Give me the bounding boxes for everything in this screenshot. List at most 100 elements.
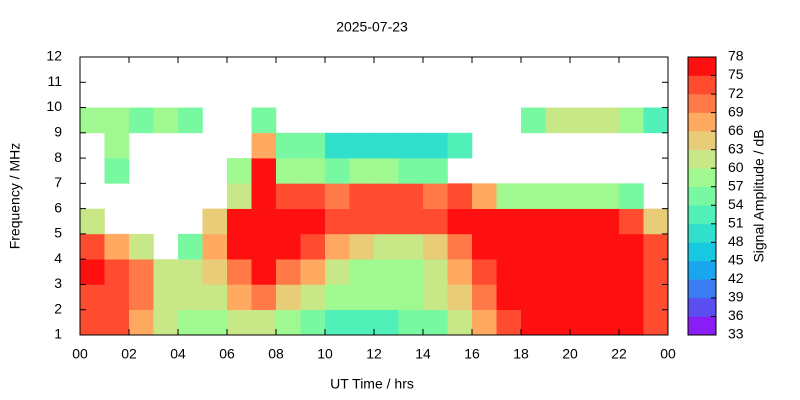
heat-cell: [545, 284, 571, 311]
colorbar-band: [688, 279, 716, 299]
colorbar-band: [688, 205, 716, 225]
y-tick-label: 5: [54, 225, 62, 241]
colorbar-band: [688, 94, 716, 113]
colorbar-tick-label: 60: [728, 159, 744, 175]
colorbar-tick-label: 69: [728, 103, 744, 119]
heat-cell: [325, 233, 350, 260]
colorbar-tick-label: 54: [728, 196, 744, 212]
heat-cell: [570, 183, 595, 209]
heat-cell: [178, 284, 203, 311]
colorbar-band: [688, 112, 716, 132]
heat-cell: [251, 208, 277, 235]
heat-cell: [325, 208, 350, 235]
heat-cell: [594, 259, 620, 285]
heat-cell: [447, 284, 473, 311]
x-tick-label: 08: [268, 346, 284, 362]
heat-cell: [374, 132, 399, 159]
heat-cell: [472, 309, 497, 336]
colorbar-tick-label: 72: [728, 85, 744, 101]
heat-cell: [496, 284, 522, 311]
heat-cell: [472, 183, 497, 209]
heat-cell: [570, 107, 595, 134]
colorbar-tick-label: 45: [728, 252, 744, 268]
heat-cell: [521, 284, 546, 311]
heat-cell: [251, 183, 277, 209]
heat-cell: [447, 132, 473, 159]
y-tick-label: 4: [54, 250, 62, 266]
y-axis-label: Frequency / MHz: [7, 143, 23, 250]
colorbar-tick-label: 57: [728, 177, 744, 193]
heat-cell: [619, 208, 644, 235]
x-tick-label: 22: [611, 346, 627, 362]
heat-cell: [80, 107, 105, 134]
heat-cell: [104, 132, 130, 159]
heat-cell: [374, 233, 399, 260]
heat-cell: [545, 233, 571, 260]
x-tick-label: 16: [464, 346, 480, 362]
colorbar-tick-label: 42: [728, 270, 744, 286]
heat-cell: [202, 259, 228, 285]
heat-cell: [374, 259, 399, 285]
heat-cell: [153, 107, 179, 134]
heat-cell: [227, 208, 252, 235]
heat-cell: [374, 309, 399, 336]
heat-cell: [349, 132, 375, 159]
heat-cell: [300, 309, 326, 336]
heat-cell: [276, 259, 301, 285]
x-axis-label: UT Time / hrs: [330, 376, 414, 392]
heat-cell: [251, 107, 277, 134]
colorbar-band: [688, 297, 716, 317]
x-tick-label: 20: [562, 346, 578, 362]
heat-cell: [349, 284, 375, 311]
heat-cell: [325, 259, 350, 285]
colorbar-band: [688, 260, 716, 280]
heat-cell: [325, 309, 350, 336]
heat-cell: [178, 233, 203, 260]
y-tick-label: 3: [54, 275, 62, 291]
colorbar-band: [688, 57, 716, 76]
heat-cell: [129, 309, 154, 336]
heat-cell: [472, 284, 497, 311]
heat-cell: [104, 259, 130, 285]
colorbar-label: Signal Amplitude / dB: [751, 129, 767, 262]
y-tick-label: 6: [54, 199, 62, 215]
y-tick-label: 7: [54, 174, 62, 190]
heat-cell: [643, 284, 669, 311]
heat-cell: [153, 259, 179, 285]
heat-cell: [300, 132, 326, 159]
heat-cell: [251, 158, 277, 184]
x-tick-label: 06: [219, 346, 235, 362]
x-tick-label: 02: [121, 346, 137, 362]
heat-cell: [594, 284, 620, 311]
x-tick-label: 00: [660, 346, 676, 362]
heat-cell: [521, 183, 546, 209]
heat-cell: [202, 284, 228, 311]
x-tick-label: 12: [366, 346, 382, 362]
heat-cell: [570, 309, 595, 336]
x-tick-label: 10: [317, 346, 333, 362]
heat-cell: [349, 259, 375, 285]
heat-cell: [251, 233, 277, 260]
heat-cell: [472, 208, 497, 235]
heat-cell: [276, 132, 301, 159]
heat-cell: [80, 259, 105, 285]
heat-cell: [374, 284, 399, 311]
colorbar-tick-label: 51: [728, 215, 744, 231]
heat-cell: [570, 259, 595, 285]
heat-cell: [374, 208, 399, 235]
heat-cell: [423, 233, 448, 260]
heat-cell: [251, 132, 277, 159]
heat-cell: [300, 208, 326, 235]
y-tick-label: 1: [54, 326, 62, 342]
colorbar-tick-label: 33: [728, 326, 744, 342]
heat-cell: [227, 259, 252, 285]
heat-cell: [227, 158, 252, 184]
heat-cell: [276, 183, 301, 209]
heat-cell: [129, 284, 154, 311]
heat-cell: [129, 259, 154, 285]
heat-cell: [570, 233, 595, 260]
heat-cell: [349, 183, 375, 209]
heat-cell: [104, 284, 130, 311]
heat-cell: [251, 259, 277, 285]
heat-cell: [276, 284, 301, 311]
